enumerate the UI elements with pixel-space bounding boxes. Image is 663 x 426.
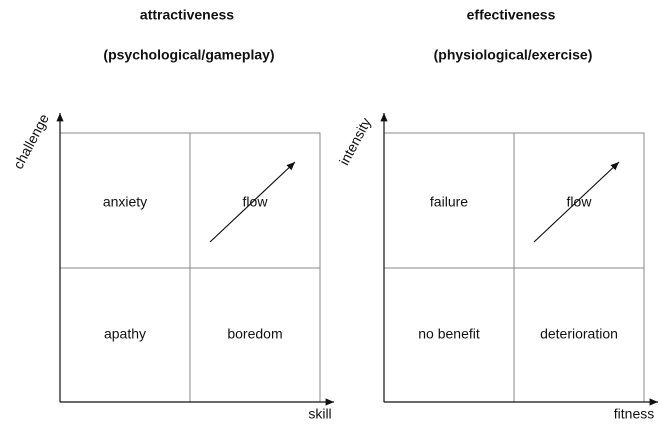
panels: attractiveness (psychological/gameplay) ch… [10, 7, 658, 422]
quadrant-label: boredom [227, 326, 282, 342]
x-axis-label: skill [308, 406, 331, 422]
quadrant-label: deterioration [540, 326, 618, 342]
y-axis-label: intensity [336, 115, 374, 168]
panel: effectiveness (physiological/exercise) int… [336, 7, 658, 422]
quadrant-label: failure [430, 194, 468, 210]
flow-arrow [209, 161, 296, 243]
quadrant-label: anxiety [103, 194, 147, 210]
x-axis-label: fitness [614, 406, 654, 422]
quadrant-label: apathy [104, 326, 146, 342]
panel-title: effectiveness [467, 7, 556, 23]
panel: attractiveness (psychological/gameplay) ch… [10, 7, 334, 422]
panel-subtitle: (psychological/gameplay) [103, 47, 274, 63]
flow-arrow [533, 161, 620, 243]
panel-title: attractiveness [140, 7, 234, 23]
quadrant-label: no benefit [418, 326, 480, 342]
y-axis-label: challenge [10, 111, 52, 172]
panel-subtitle: (physiological/exercise) [434, 47, 593, 63]
